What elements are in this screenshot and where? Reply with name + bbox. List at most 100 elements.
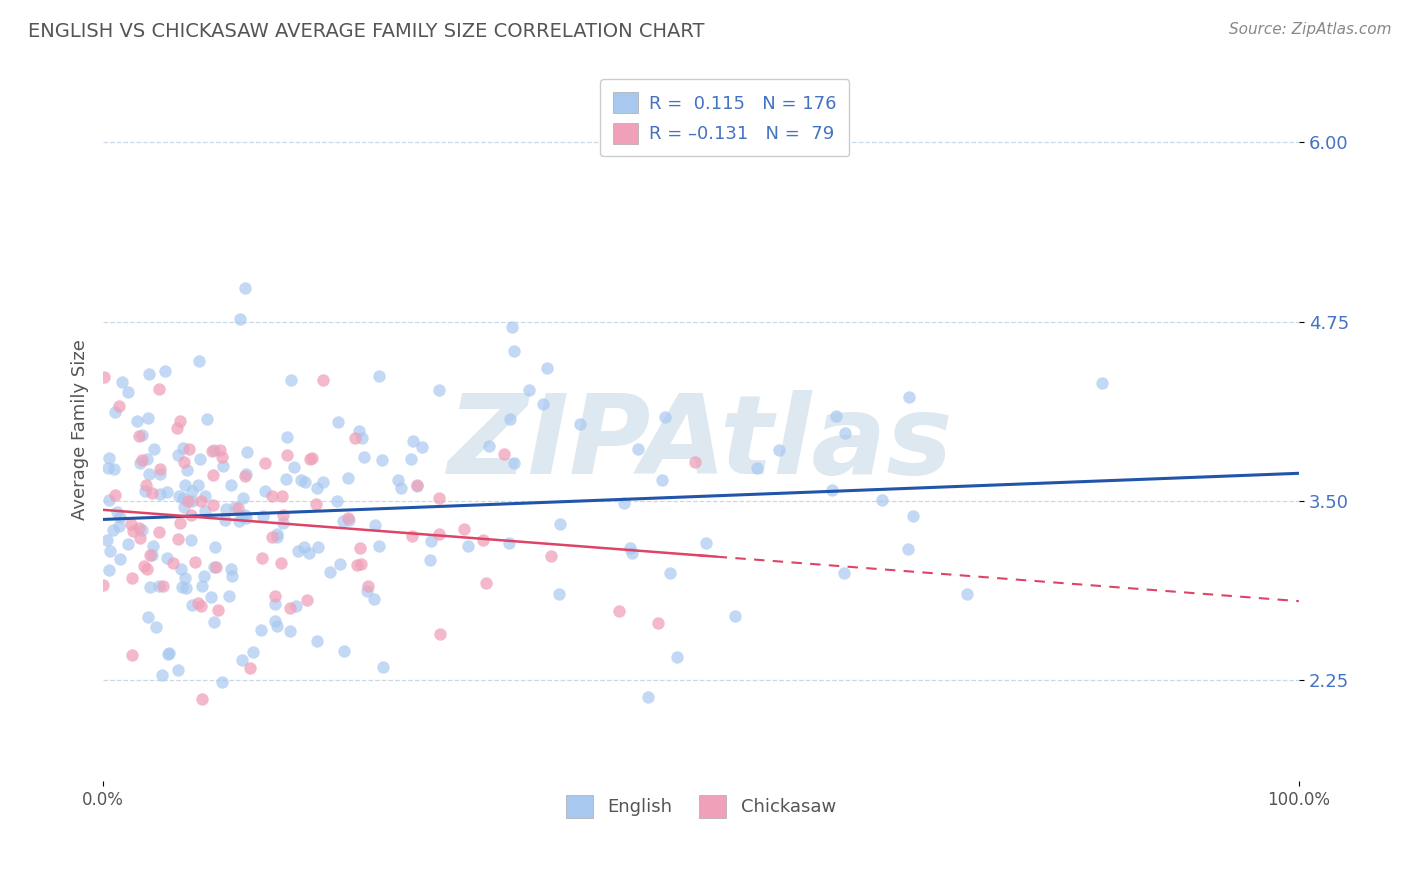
Point [149, 462, 172, 476]
Point [373, 660, 395, 674]
Point [236, 445, 259, 459]
Point [176, 463, 198, 477]
Y-axis label: Average Family Size: Average Family Size [72, 339, 89, 520]
Point [252, 550, 274, 565]
Point [141, 485, 163, 500]
Point [212, 458, 235, 473]
Point [254, 456, 277, 470]
Point [108, 518, 131, 533]
Point [174, 478, 197, 492]
Point [249, 623, 271, 637]
Point [457, 539, 479, 553]
Point [326, 415, 349, 429]
Point [308, 540, 330, 554]
Point [131, 523, 153, 537]
Point [453, 522, 475, 536]
Point [221, 568, 243, 582]
Point [363, 591, 385, 606]
Point [156, 550, 179, 565]
Point [121, 648, 143, 663]
Point [214, 513, 236, 527]
Point [166, 663, 188, 677]
Point [202, 443, 225, 458]
Point [131, 453, 153, 467]
Point [284, 599, 307, 613]
Point [745, 461, 768, 475]
Point [193, 569, 215, 583]
Point [131, 427, 153, 442]
Point [531, 397, 554, 411]
Point [270, 489, 292, 503]
Point [231, 509, 253, 524]
Point [148, 382, 170, 396]
Point [204, 540, 226, 554]
Point [215, 502, 238, 516]
Point [219, 561, 242, 575]
Point [167, 532, 190, 546]
Point [127, 414, 149, 428]
Point [162, 556, 184, 570]
Point [204, 559, 226, 574]
Point [233, 280, 256, 294]
Point [173, 500, 195, 514]
Point [188, 451, 211, 466]
Point [172, 580, 194, 594]
Point [142, 442, 165, 457]
Point [405, 478, 427, 492]
Point [93, 370, 115, 384]
Point [104, 405, 127, 419]
Point [427, 384, 450, 398]
Point [494, 447, 516, 461]
Point [387, 474, 409, 488]
Point [955, 587, 977, 601]
Point [135, 477, 157, 491]
Text: ZIPAtlas: ZIPAtlas [449, 390, 953, 497]
Point [211, 450, 233, 465]
Point [263, 589, 285, 603]
Point [402, 434, 425, 449]
Point [117, 384, 139, 399]
Point [475, 576, 498, 591]
Point [406, 478, 429, 492]
Point [97, 564, 120, 578]
Point [180, 494, 202, 508]
Point [353, 450, 375, 465]
Point [658, 566, 681, 580]
Point [651, 473, 673, 487]
Point [138, 411, 160, 425]
Point [607, 604, 630, 618]
Point [332, 514, 354, 528]
Point [180, 508, 202, 523]
Legend: English, Chickasaw: English, Chickasaw [558, 789, 844, 825]
Point [364, 517, 387, 532]
Point [389, 481, 412, 495]
Point [187, 596, 209, 610]
Point [271, 516, 294, 530]
Point [550, 517, 572, 532]
Point [305, 481, 328, 495]
Point [135, 451, 157, 466]
Point [613, 496, 636, 510]
Point [181, 483, 204, 498]
Point [427, 491, 450, 506]
Point [107, 505, 129, 519]
Point [174, 570, 197, 584]
Point [190, 691, 212, 706]
Point [260, 489, 283, 503]
Point [264, 597, 287, 611]
Point [101, 523, 124, 537]
Point [419, 533, 441, 548]
Point [141, 548, 163, 562]
Point [128, 456, 150, 470]
Point [271, 508, 294, 523]
Point [179, 442, 201, 456]
Point [207, 603, 229, 617]
Point [152, 579, 174, 593]
Point [263, 614, 285, 628]
Point [139, 548, 162, 562]
Point [336, 511, 359, 525]
Point [132, 558, 155, 573]
Point [108, 552, 131, 566]
Point [647, 616, 669, 631]
Point [157, 646, 180, 660]
